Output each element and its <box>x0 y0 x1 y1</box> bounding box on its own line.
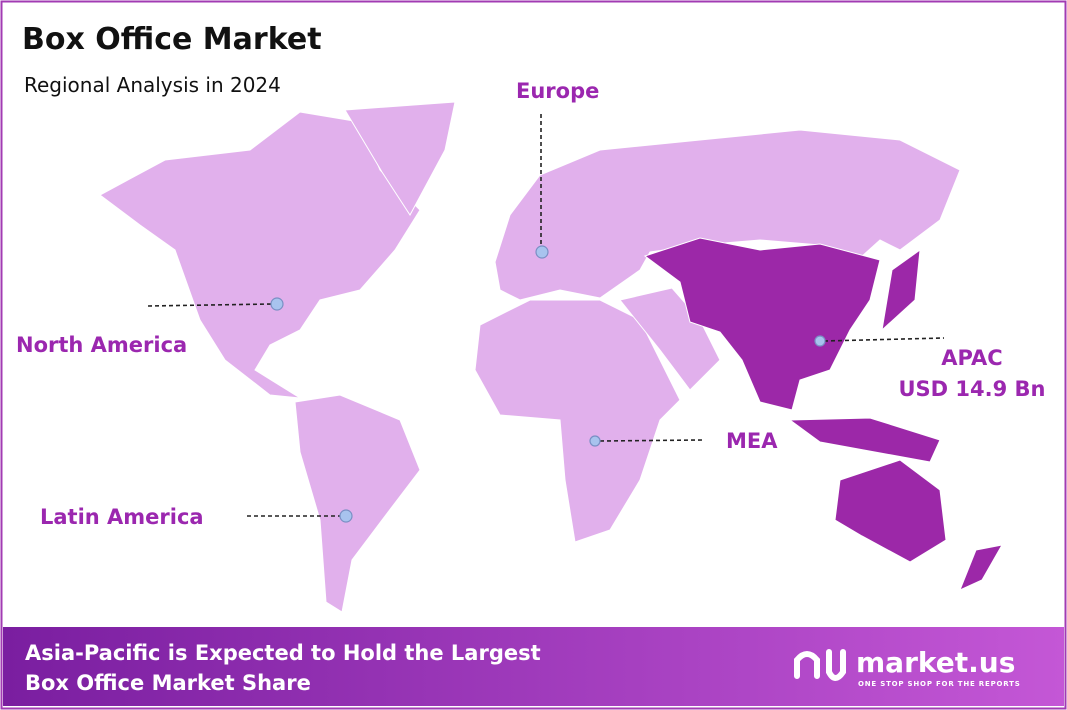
new-zealand <box>959 544 1003 591</box>
leader-line <box>599 439 703 442</box>
indonesia <box>788 417 941 463</box>
logo-icon <box>794 649 846 681</box>
world-map <box>99 101 1003 613</box>
callouts: North America Europe APAC USD 14.9 Bn ME… <box>16 79 1046 529</box>
marker <box>814 335 826 347</box>
subtitle: Regional Analysis in 2024 <box>24 73 281 97</box>
marker <box>535 245 549 259</box>
latin-america <box>294 394 421 613</box>
north-america <box>99 111 421 399</box>
marker <box>589 435 601 447</box>
region-label: APAC <box>941 346 1002 370</box>
australia <box>834 459 947 563</box>
footer-band <box>3 627 1064 706</box>
footer-text: Asia-Pacific is Expected to Hold the Lar… <box>25 641 541 665</box>
greenland <box>344 101 456 216</box>
region-value: USD 14.9 Bn <box>899 377 1046 401</box>
region-label: Latin America <box>40 505 204 529</box>
region-label: MEA <box>726 429 778 453</box>
middle-east <box>619 287 721 391</box>
marker <box>270 297 284 311</box>
europe-russia <box>494 129 961 301</box>
brand: market.us <box>856 646 1015 679</box>
tagline: ONE STOP SHOP FOR THE REPORTS <box>858 680 1021 688</box>
africa <box>474 299 681 543</box>
footer-text: Box Office Market Share <box>25 671 311 695</box>
leader-line <box>823 337 945 342</box>
title: Box Office Market <box>22 22 322 57</box>
asia <box>643 237 881 411</box>
footer: Asia-Pacific is Expected to Hold the Lar… <box>3 627 1064 706</box>
region-label: Europe <box>516 79 599 103</box>
marker <box>339 509 353 523</box>
japan <box>881 248 921 332</box>
region-label: North America <box>16 333 187 357</box>
